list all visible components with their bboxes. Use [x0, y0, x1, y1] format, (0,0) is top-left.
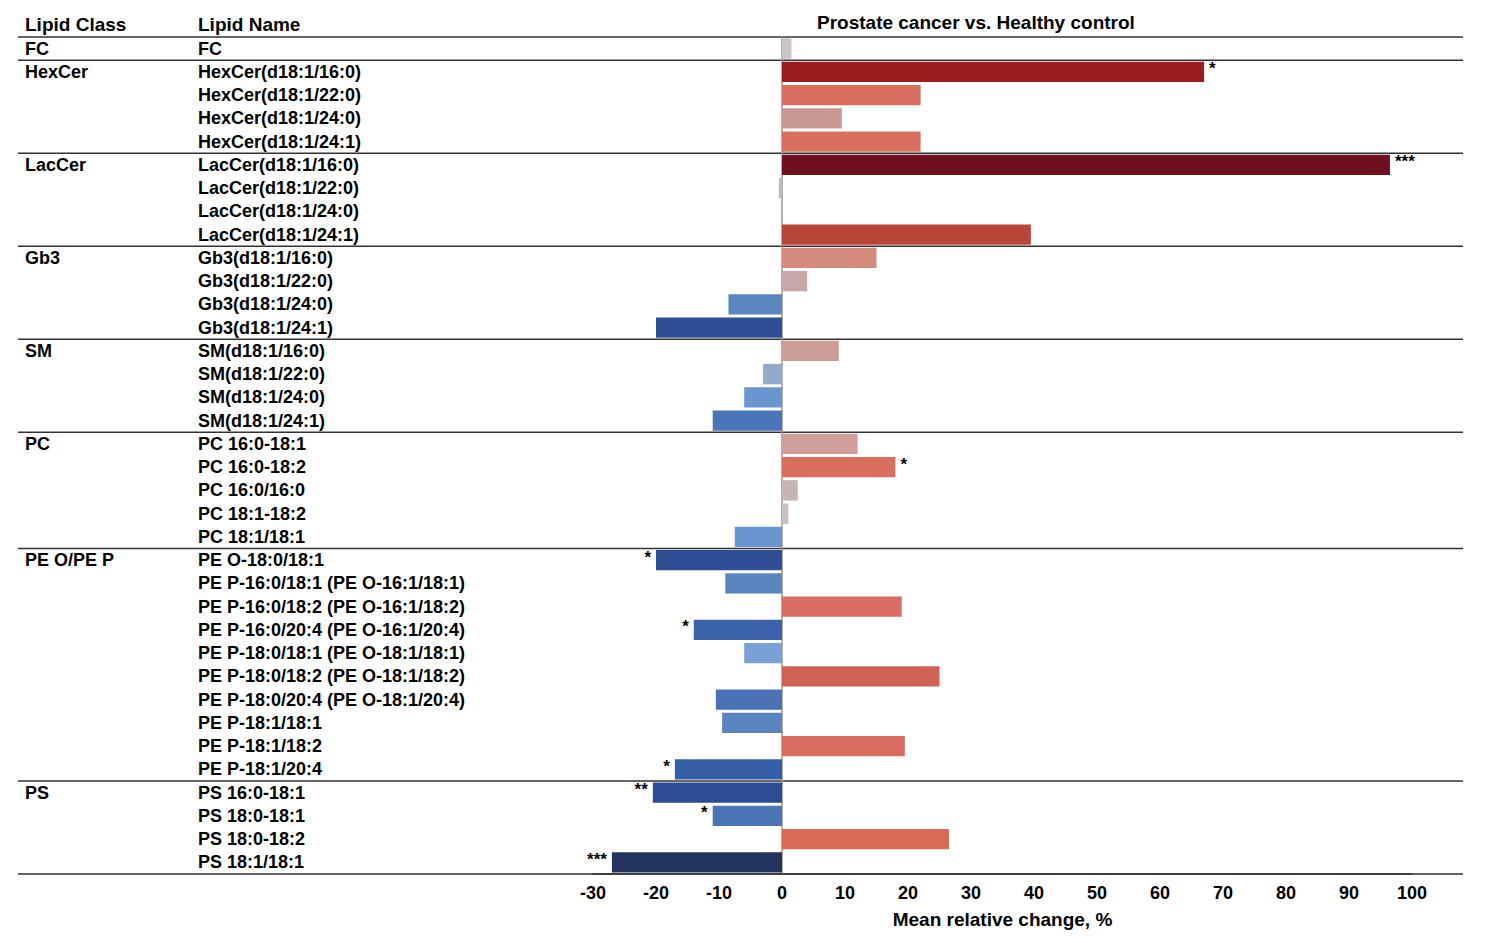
svg-text:0: 0	[777, 883, 787, 903]
svg-text:LacCer(d18:1/24:1): LacCer(d18:1/24:1)	[198, 225, 359, 245]
svg-text:*: *	[1209, 59, 1216, 78]
svg-text:*: *	[701, 803, 708, 822]
svg-text:PC 18:1/18:1: PC 18:1/18:1	[198, 527, 305, 547]
svg-text:PC: PC	[25, 434, 50, 454]
svg-text:LacCer(d18:1/16:0): LacCer(d18:1/16:0)	[198, 155, 359, 175]
svg-text:90: 90	[1339, 883, 1359, 903]
svg-text:SM(d18:1/22:0): SM(d18:1/22:0)	[198, 364, 325, 384]
svg-text:***: ***	[1395, 152, 1415, 171]
svg-text:PS 18:0-18:2: PS 18:0-18:2	[198, 829, 305, 849]
svg-text:PE P-16:0/18:2 (PE O-16:1/18:2: PE P-16:0/18:2 (PE O-16:1/18:2)	[198, 597, 465, 617]
svg-text:SM(d18:1/16:0): SM(d18:1/16:0)	[198, 341, 325, 361]
svg-text:HexCer(d18:1/24:1): HexCer(d18:1/24:1)	[198, 132, 361, 152]
svg-text:-10: -10	[706, 883, 732, 903]
svg-text:Gb3: Gb3	[25, 248, 60, 268]
svg-text:PC 18:1-18:2: PC 18:1-18:2	[198, 504, 306, 524]
svg-text:SM(d18:1/24:0): SM(d18:1/24:0)	[198, 387, 325, 407]
svg-text:HexCer(d18:1/24:0): HexCer(d18:1/24:0)	[198, 108, 361, 128]
svg-text:PC 16:0-18:2: PC 16:0-18:2	[198, 457, 306, 477]
svg-text:HexCer(d18:1/22:0): HexCer(d18:1/22:0)	[198, 85, 361, 105]
svg-text:10: 10	[835, 883, 855, 903]
svg-text:70: 70	[1213, 883, 1233, 903]
svg-text:20: 20	[898, 883, 918, 903]
svg-text:80: 80	[1276, 883, 1296, 903]
svg-text:Lipid Name: Lipid Name	[198, 14, 300, 35]
svg-text:Gb3(d18:1/22:0): Gb3(d18:1/22:0)	[198, 271, 333, 291]
svg-text:*: *	[682, 617, 689, 636]
svg-text:HexCer: HexCer	[25, 62, 88, 82]
svg-text:PE P-18:1/18:2: PE P-18:1/18:2	[198, 736, 322, 756]
svg-text:PC 16:0-18:1: PC 16:0-18:1	[198, 434, 306, 454]
svg-text:PE O/PE P: PE O/PE P	[25, 550, 114, 570]
svg-text:PE P-16:0/18:1 (PE O-16:1/18:1: PE P-16:0/18:1 (PE O-16:1/18:1)	[198, 573, 465, 593]
svg-text:HexCer(d18:1/16:0): HexCer(d18:1/16:0)	[198, 62, 361, 82]
svg-text:LacCer(d18:1/22:0): LacCer(d18:1/22:0)	[198, 178, 359, 198]
svg-text:40: 40	[1024, 883, 1044, 903]
svg-text:PE P-16:0/20:4 (PE O-16:1/20:4: PE P-16:0/20:4 (PE O-16:1/20:4)	[198, 620, 465, 640]
svg-text:PE P-18:0/18:1 (PE O-18:1/18:1: PE P-18:0/18:1 (PE O-18:1/18:1)	[198, 643, 465, 663]
svg-text:PE P-18:1/18:1: PE P-18:1/18:1	[198, 713, 322, 733]
svg-text:Lipid Class: Lipid Class	[25, 14, 126, 35]
svg-text:50: 50	[1087, 883, 1107, 903]
svg-text:100: 100	[1397, 883, 1427, 903]
svg-text:Mean relative change, %: Mean relative change, %	[893, 909, 1113, 930]
svg-text:Gb3(d18:1/24:1): Gb3(d18:1/24:1)	[198, 318, 333, 338]
svg-text:*: *	[663, 757, 670, 776]
svg-text:PS 18:1/18:1: PS 18:1/18:1	[198, 852, 304, 872]
svg-text:PE O-18:0/18:1: PE O-18:0/18:1	[198, 550, 324, 570]
svg-text:30: 30	[961, 883, 981, 903]
svg-text:Gb3(d18:1/16:0): Gb3(d18:1/16:0)	[198, 248, 333, 268]
svg-text:PS: PS	[25, 783, 49, 803]
svg-text:*: *	[644, 548, 651, 567]
svg-text:PE P-18:0/18:2 (PE O-18:1/18:2: PE P-18:0/18:2 (PE O-18:1/18:2)	[198, 666, 465, 686]
svg-text:SM(d18:1/24:1): SM(d18:1/24:1)	[198, 411, 325, 431]
svg-text:PS 16:0-18:1: PS 16:0-18:1	[198, 783, 305, 803]
svg-text:LacCer(d18:1/24:0): LacCer(d18:1/24:0)	[198, 201, 359, 221]
svg-text:***: ***	[587, 850, 607, 869]
svg-text:PC 16:0/16:0: PC 16:0/16:0	[198, 480, 305, 500]
svg-text:LacCer: LacCer	[25, 155, 86, 175]
svg-text:PE P-18:1/20:4: PE P-18:1/20:4	[198, 759, 322, 779]
svg-text:PS 18:0-18:1: PS 18:0-18:1	[198, 806, 305, 826]
svg-text:-20: -20	[643, 883, 669, 903]
svg-text:PE P-18:0/20:4 (PE O-18:1/20:4: PE P-18:0/20:4 (PE O-18:1/20:4)	[198, 690, 465, 710]
svg-text:FC: FC	[198, 39, 222, 59]
svg-text:SM: SM	[25, 341, 52, 361]
svg-text:**: **	[635, 780, 649, 799]
svg-text:-30: -30	[580, 883, 606, 903]
svg-text:Prostate cancer vs. Healthy co: Prostate cancer vs. Healthy control	[817, 12, 1135, 33]
svg-text:*: *	[900, 455, 907, 474]
svg-text:FC: FC	[25, 39, 49, 59]
svg-text:Gb3(d18:1/24:0): Gb3(d18:1/24:0)	[198, 294, 333, 314]
svg-text:60: 60	[1150, 883, 1170, 903]
